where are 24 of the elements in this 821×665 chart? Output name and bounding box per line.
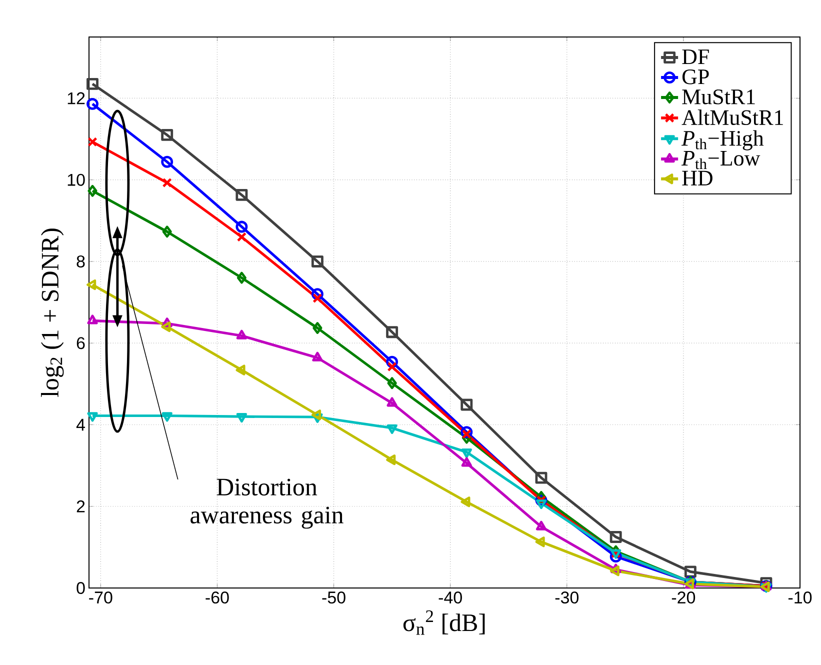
x-tick-label: -40 [438,592,462,604]
legend-label: HD [682,170,712,186]
x-tick-label: -60 [206,592,229,604]
x-tick-label: -20 [672,592,696,604]
x-tick-label: -70 [89,592,112,604]
x-axis-title: σ$_{n}$$^{2}$ [dB] [403,610,485,635]
y-tick-label: 10 [68,174,85,186]
legend-label: P$_{th}$−High [681,130,764,150]
y-tick-label: 2 [76,500,85,512]
x-tick-label: -10 [788,592,812,604]
y-tick-label: 6 [76,337,85,350]
legend-label: P$_{th}$−Low [681,151,760,170]
legend-label: MuStR1 [682,90,755,104]
x-tick-label: -30 [555,592,579,604]
legend-label: DF [682,50,709,64]
y-tick-label: 12 [68,92,85,104]
legend-label: AltMuStR1 [682,110,783,126]
y-axis-title: log$_{2}$ (1 + SDNR) [40,228,64,397]
legend-label: GP [682,69,709,84]
y-tick-label: 4 [76,418,85,431]
x-tick-label: -50 [322,592,346,604]
y-tick-label: 0 [76,582,85,594]
annotation: Distortion awareness gain [190,478,344,529]
y-tick-label: 8 [76,255,85,268]
